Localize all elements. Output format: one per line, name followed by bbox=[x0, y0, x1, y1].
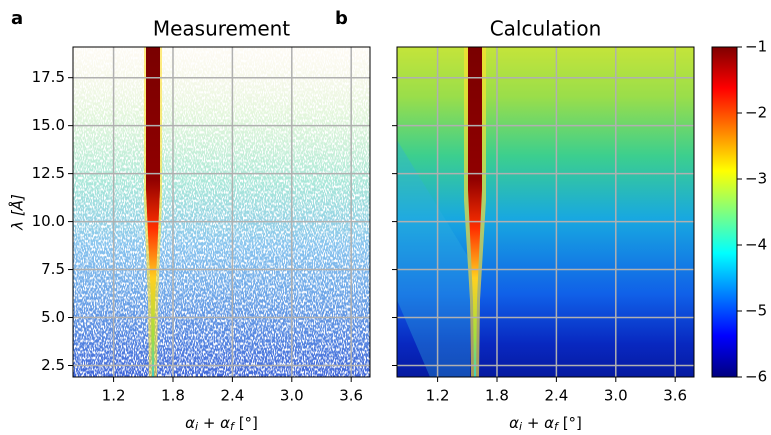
y-tick-label: 17.5 bbox=[32, 68, 65, 86]
x-tick-label: 2.4 bbox=[220, 387, 244, 405]
x-tick-label: 3.0 bbox=[280, 387, 304, 405]
x-axis-label-part: α bbox=[220, 414, 230, 432]
y-tick-label: 5.0 bbox=[41, 308, 65, 326]
heatmaps bbox=[73, 47, 694, 377]
x-tick-label: 1.8 bbox=[485, 387, 509, 405]
colorbar bbox=[711, 46, 738, 378]
heatmap-image bbox=[397, 47, 694, 377]
y-tick-label: 7.5 bbox=[41, 260, 65, 278]
x-axis-label-part: i bbox=[519, 420, 522, 433]
x-tick-label: 3.6 bbox=[663, 387, 687, 405]
y-tick-label: 12.5 bbox=[32, 164, 65, 182]
colorbar-tick-label: −4 bbox=[745, 236, 767, 254]
x-axis-label-part: + bbox=[522, 414, 544, 432]
x-tick-label: 1.2 bbox=[102, 387, 126, 405]
plot-frame bbox=[72, 46, 371, 378]
x-tick-label: 3.0 bbox=[604, 387, 628, 405]
y-tick-label: 15.0 bbox=[32, 116, 65, 134]
x-axis-label-part: α bbox=[185, 414, 195, 432]
plot-frame bbox=[396, 46, 695, 378]
beam bbox=[146, 47, 160, 377]
x-axis-label-part: α bbox=[509, 414, 519, 432]
x-tick-label: 1.2 bbox=[426, 387, 450, 405]
heatmap-noise bbox=[73, 47, 370, 377]
x-tick-label: 1.8 bbox=[161, 387, 185, 405]
colorbar-tick-label: −3 bbox=[745, 170, 767, 188]
x-axis-label-part: + bbox=[198, 414, 220, 432]
x-axis-label-part: f bbox=[554, 420, 560, 433]
x-tick-label: 3.6 bbox=[339, 387, 363, 405]
x-axis-label-part: α bbox=[544, 414, 554, 432]
panel-letter: b bbox=[335, 8, 348, 29]
y-axis-label: λ [Å] bbox=[8, 194, 27, 231]
x-axis-label-part: [°] bbox=[558, 414, 582, 432]
x-axis-label-part: [°] bbox=[234, 414, 258, 432]
x-axis-label: αi + αf [°] bbox=[185, 414, 258, 434]
y-tick-label: 2.5 bbox=[41, 356, 65, 374]
y-tick-label: 10.0 bbox=[32, 212, 65, 230]
x-axis-label: αi + αf [°] bbox=[509, 414, 582, 434]
panel-title: Calculation bbox=[490, 17, 602, 41]
panel-letter: a bbox=[11, 8, 23, 29]
colorbar-tick-label: −5 bbox=[745, 302, 767, 320]
colorbar-tick-label: −1 bbox=[745, 38, 767, 56]
colorbar-tick-label: −2 bbox=[745, 104, 767, 122]
beam bbox=[468, 47, 482, 377]
x-tick-label: 2.4 bbox=[544, 387, 568, 405]
x-axis-label-part: f bbox=[230, 420, 236, 433]
panel-title: Measurement bbox=[153, 17, 290, 41]
colorbar-tick-label: −6 bbox=[745, 368, 767, 386]
x-axis-label-part: i bbox=[195, 420, 198, 433]
